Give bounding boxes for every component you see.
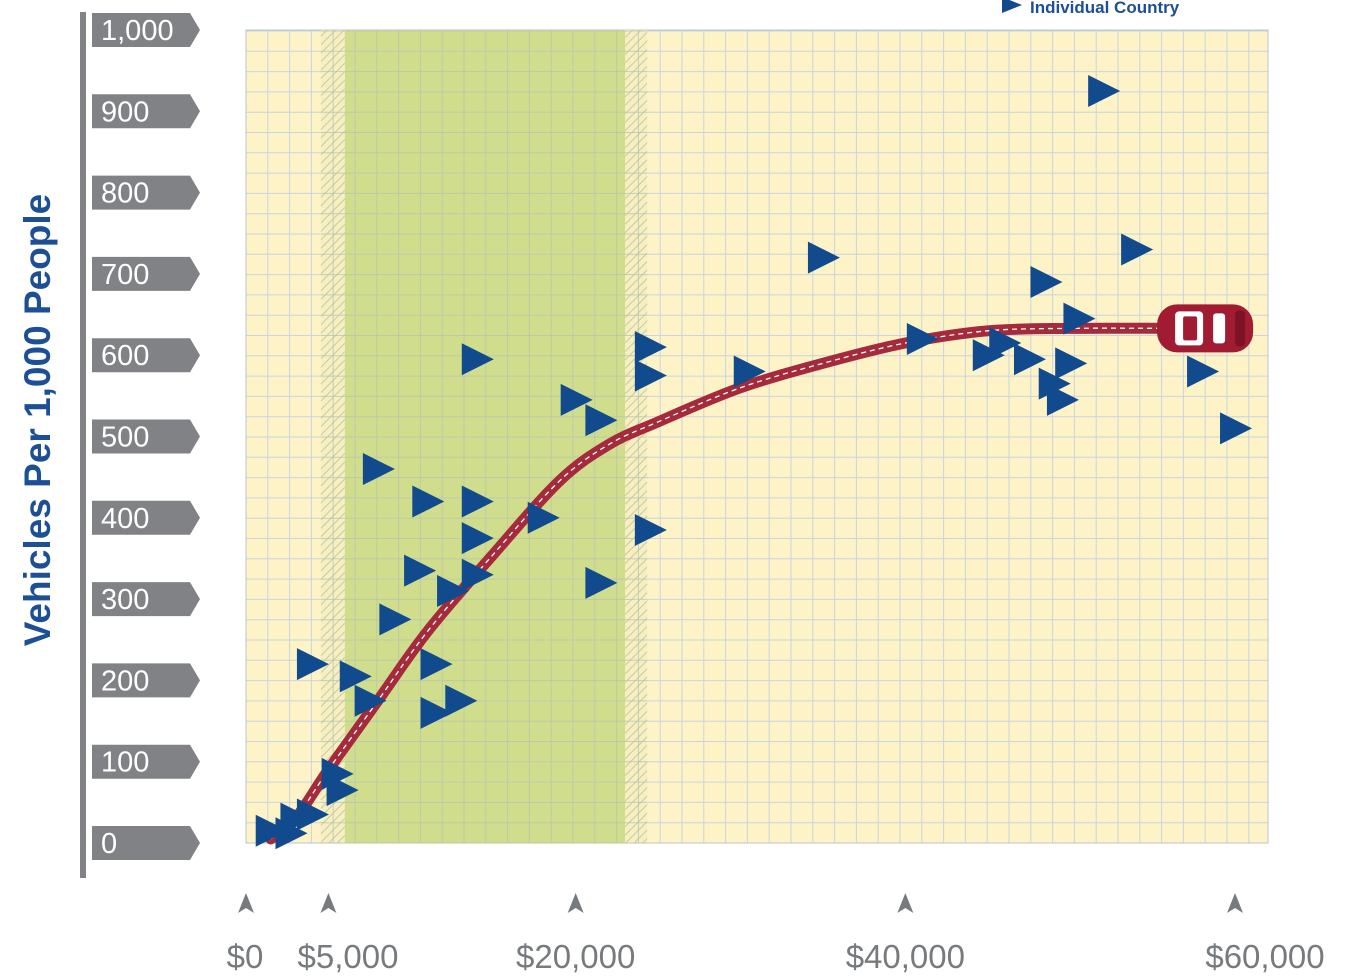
- y-tick-label: 0: [101, 828, 117, 860]
- data-point-triangle: [445, 684, 478, 717]
- y-tick-tag: [92, 13, 200, 47]
- y-tick-tag: [92, 582, 200, 617]
- data-point-triangle: [1187, 355, 1220, 388]
- y-tick-label: 400: [101, 503, 149, 535]
- data-point-triangle: [296, 648, 329, 681]
- data-point-triangle: [527, 501, 560, 534]
- x-tick-label: $5,000: [298, 938, 399, 975]
- y-tick-tag: [92, 175, 200, 210]
- y-tick-tag: [92, 500, 200, 535]
- data-point-triangle: [420, 648, 453, 681]
- data-point-triangle: [420, 696, 453, 729]
- data-point-triangle: [362, 453, 395, 486]
- y-tick-tag: [92, 419, 200, 454]
- data-point-triangle: [404, 554, 437, 587]
- car-icon: [1157, 304, 1254, 353]
- data-point-triangle: [255, 814, 288, 847]
- legend: Individual Country: [1002, 0, 1180, 17]
- y-tick-label: 700: [101, 259, 149, 291]
- x-axis: $0 $5,000 $20,000 $40,000 $60,000: [227, 893, 1325, 975]
- car-front: [1235, 310, 1246, 347]
- x-tick-arrow: [1227, 893, 1244, 913]
- data-point-triangle: [1063, 302, 1096, 335]
- data-point-triangle: [972, 339, 1005, 372]
- y-tick-label: 1,000: [101, 15, 174, 47]
- data-point-triangle: [379, 603, 412, 636]
- y-axis: 0 100 200 300 400 500 600 700 800 900 1,000: [80, 12, 200, 878]
- x-tick-label: $60,000: [1205, 938, 1324, 975]
- data-point-triangle: [461, 485, 494, 518]
- legend-marker-triangle: [1002, 0, 1022, 13]
- data-point-triangle: [321, 757, 354, 790]
- data-point-triangle: [1013, 343, 1046, 376]
- x-tick-arrow: [567, 893, 584, 913]
- y-tick-label: 200: [101, 665, 149, 697]
- data-point-triangle: [906, 322, 939, 355]
- data-point-triangle: [585, 404, 618, 437]
- x-tick-arrow: [897, 893, 914, 913]
- legend-label: Individual Country: [1030, 0, 1180, 17]
- data-point-triangle: [437, 574, 470, 607]
- data-point-triangle: [634, 513, 667, 546]
- y-tick-tag: [92, 338, 200, 373]
- data-point-triangle: [560, 383, 593, 416]
- data-point-triangle: [461, 343, 494, 376]
- trend-curve: [265, 322, 1175, 845]
- data-point-triangle: [634, 359, 667, 392]
- data-point-triangle: [585, 566, 618, 599]
- x-tick-arrow: [320, 893, 337, 913]
- data-point-triangle: [733, 355, 766, 388]
- y-tick-label: 900: [101, 96, 149, 128]
- car-roof: [1183, 316, 1198, 341]
- y-axis-title: Vehicles Per 1,000 People: [17, 194, 58, 647]
- data-point-triangle: [1030, 266, 1063, 299]
- y-tick-tag: [92, 256, 200, 291]
- x-tick-label: $0: [227, 938, 264, 975]
- data-point-triangle: [1088, 74, 1121, 107]
- data-point-triangle: [461, 558, 494, 591]
- y-tick-tag: [92, 94, 200, 129]
- data-point-triangle: [1121, 233, 1154, 266]
- data-point-triangle: [1220, 412, 1253, 445]
- car-rear-window: [1213, 313, 1226, 344]
- x-tick-arrow: [238, 893, 254, 913]
- data-point-triangle: [634, 331, 667, 364]
- trend-curve-dashes: [270, 327, 1170, 840]
- x-tick-label: $20,000: [516, 938, 635, 975]
- shaded-income-band: [320, 30, 648, 844]
- data-point-triangle: [1055, 347, 1088, 380]
- data-point-triangle: [412, 485, 445, 518]
- y-tick-label: 300: [101, 584, 149, 616]
- data-point-triangle: [807, 241, 840, 274]
- y-tick-tag: [92, 744, 200, 779]
- y-tick-tag: [92, 826, 200, 860]
- y-tick-tag: [92, 663, 200, 698]
- data-point-triangle: [1038, 367, 1071, 400]
- data-point-triangle: [1046, 383, 1079, 416]
- data-point-triangle: [339, 660, 372, 693]
- y-tick-label: 500: [101, 422, 149, 454]
- plot-border: [245, 29, 1269, 844]
- scatter-points: [255, 74, 1253, 850]
- data-point-triangle: [296, 798, 329, 831]
- y-tick-label: 800: [101, 178, 149, 210]
- data-point-triangle: [354, 684, 387, 717]
- data-point-triangle: [989, 327, 1022, 360]
- data-point-triangle: [461, 522, 494, 555]
- y-tick-label: 600: [101, 340, 149, 372]
- data-point-triangle: [280, 802, 313, 835]
- y-axis-bar: [80, 12, 86, 878]
- x-tick-label: $40,000: [846, 938, 965, 975]
- y-tick-label: 100: [101, 747, 149, 779]
